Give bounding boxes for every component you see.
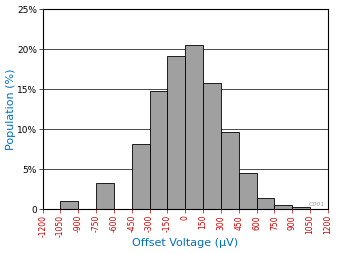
Bar bbox=[221, 132, 239, 209]
Bar bbox=[132, 144, 150, 209]
Bar bbox=[239, 173, 257, 209]
Bar bbox=[203, 83, 221, 209]
Bar bbox=[292, 207, 310, 209]
Bar bbox=[185, 45, 203, 209]
Bar bbox=[167, 56, 185, 209]
Text: C001: C001 bbox=[309, 202, 325, 207]
Bar bbox=[61, 201, 78, 209]
Bar bbox=[274, 204, 292, 209]
Bar bbox=[257, 198, 274, 209]
X-axis label: Offset Voltage (μV): Offset Voltage (μV) bbox=[132, 239, 238, 248]
Bar bbox=[96, 183, 114, 209]
Bar bbox=[150, 91, 167, 209]
Y-axis label: Population (%): Population (%) bbox=[5, 69, 16, 150]
